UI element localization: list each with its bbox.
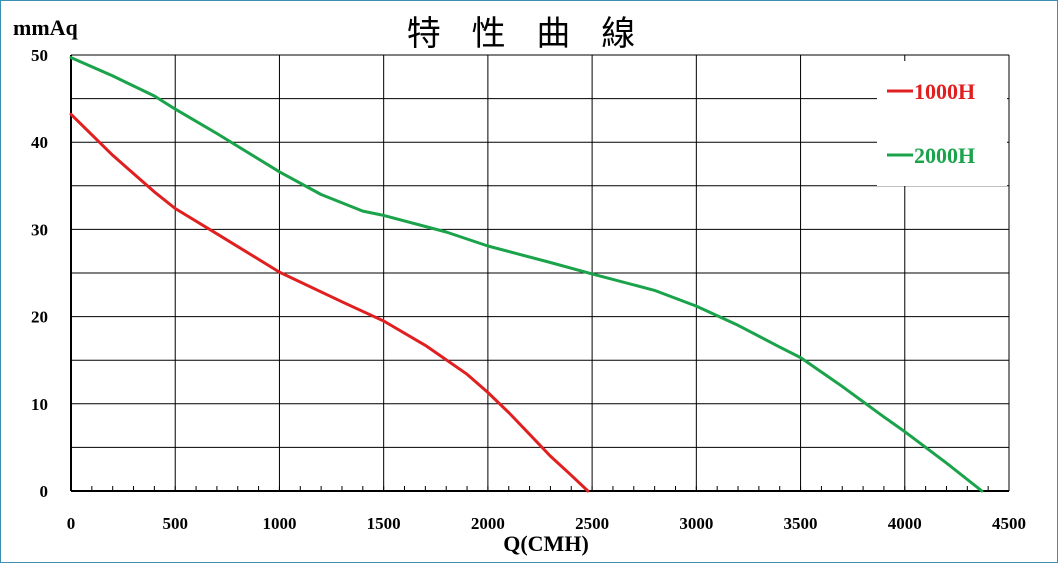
legend-label: 2000H [914, 143, 975, 168]
series-line-1000H [69, 112, 590, 493]
y-tick-label: 0 [40, 482, 49, 501]
x-tick-label: 4000 [888, 514, 922, 533]
x-tick-label: 1000 [262, 514, 296, 533]
x-tick-label: 0 [67, 514, 76, 533]
legend: 1000H 2000H [877, 61, 1007, 186]
x-tick-label: 4500 [992, 514, 1026, 533]
series-line-2000H [69, 56, 984, 493]
legend-label: 1000H [914, 79, 975, 104]
x-tick-label: 3500 [784, 514, 818, 533]
x-tick-label: 2000 [471, 514, 505, 533]
x-axis-label: Q(CMH) [503, 531, 589, 556]
y-tick-label: 30 [31, 220, 48, 239]
x-tick-label: 1500 [367, 514, 401, 533]
y-axis-label: mmAq [13, 15, 79, 40]
x-tick-label: 2500 [575, 514, 609, 533]
chart-title: 特 性 曲 線 [407, 14, 645, 54]
legend-background [877, 61, 1007, 186]
y-tick-label: 50 [31, 46, 48, 65]
x-tick-label: 3000 [679, 514, 713, 533]
y-tick-label: 10 [31, 395, 48, 414]
tick-labels: 0 500 1000 1500 2000 2500 3000 3500 4000 4500 0 10 2… [31, 46, 1026, 533]
x-tick-label: 500 [162, 514, 188, 533]
axes [70, 55, 1010, 492]
series-lines [69, 56, 984, 493]
y-tick-label: 20 [31, 308, 48, 327]
grid-lines [70, 54, 1010, 492]
y-tick-label: 40 [31, 133, 48, 152]
